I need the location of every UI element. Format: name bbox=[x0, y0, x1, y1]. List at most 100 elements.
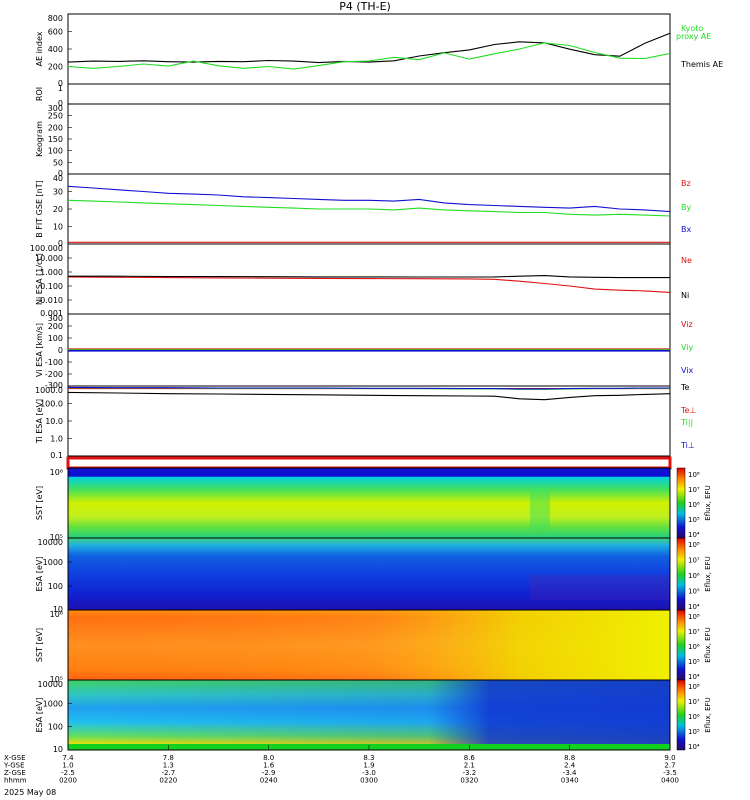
ytick-label-density: 0.010 bbox=[40, 296, 63, 305]
ytick-label-temperature: 0.1 bbox=[50, 451, 63, 460]
ytick-label-keogram: 0 bbox=[58, 169, 63, 178]
orbit-value: -3.2 bbox=[462, 769, 476, 777]
orbit-value: 0220 bbox=[159, 777, 177, 785]
esa-ion-spectrogram bbox=[67, 679, 671, 751]
legend-bfield-Bx: Bx bbox=[681, 225, 691, 234]
orbit-value: -2.9 bbox=[262, 769, 276, 777]
ytick-label-density: 0.001 bbox=[40, 309, 63, 318]
orbit-value: 0200 bbox=[59, 777, 77, 785]
ytick-label-temperature: 10.0 bbox=[45, 417, 63, 426]
ytick-label-bfield: 10 bbox=[53, 223, 63, 232]
series-line-temperature-Ti_ bbox=[67, 386, 670, 390]
orbit-value: 1.3 bbox=[163, 762, 174, 770]
colorbar-tick-esa_electron: 10⁴ bbox=[688, 603, 700, 611]
series-line-density-Ni bbox=[68, 275, 670, 279]
colorbar-tick-sst_electron: 10⁵ bbox=[688, 516, 700, 524]
sst-ion-spectrogram bbox=[67, 609, 671, 681]
orbit-value: 8.6 bbox=[464, 754, 476, 762]
orbit-row-label: X-GSE bbox=[4, 754, 26, 762]
legend-kyoto: Kyoto bbox=[681, 24, 703, 33]
legend-temperature-2: Ti|| bbox=[680, 418, 693, 427]
legend-velocity-Viy: Viy bbox=[681, 343, 694, 352]
colorbar-tick-sst_ion: 10⁴ bbox=[688, 673, 700, 681]
orbit-value: -3.4 bbox=[563, 769, 577, 777]
colorbar-tick-sst_ion: 10⁶ bbox=[688, 643, 700, 651]
legend-proxy-ae: proxy AE bbox=[676, 32, 711, 41]
orbit-value: 0400 bbox=[661, 777, 679, 785]
ytick-label-keogram: 100 bbox=[48, 147, 63, 156]
colorbar-label-esa_electron: Eflux, EFU bbox=[704, 556, 712, 591]
ytick-label-temperature: 100.0 bbox=[40, 400, 63, 409]
ytick-label-esa_electron: 100 bbox=[48, 582, 63, 591]
keogram-panel-frame bbox=[67, 103, 671, 175]
colorbar-label-sst_electron: Eflux, EFU bbox=[704, 485, 712, 520]
orbit-value: 0240 bbox=[260, 777, 278, 785]
colorbar-tick-esa_electron: 10⁸ bbox=[688, 541, 700, 549]
ytick-label-bfield: 40 bbox=[53, 174, 63, 183]
ytick-label-bfield: 20 bbox=[53, 205, 63, 214]
ytick-label-esa_electron: 10000 bbox=[38, 538, 63, 547]
ytick-label-density: 10.000 bbox=[35, 254, 63, 263]
colorbar-tick-sst_ion: 10⁵ bbox=[688, 658, 700, 666]
legend-density-Ne: Ne bbox=[681, 256, 692, 265]
orbit-value: 2.4 bbox=[564, 762, 576, 770]
sst-electron-spectrogram bbox=[67, 467, 671, 539]
series-line-temperature-Te bbox=[67, 391, 671, 401]
ytick-label-velocity: 100 bbox=[48, 334, 63, 343]
ytick-label-esa_ion: 10000 bbox=[38, 680, 63, 689]
ytick-label-esa_ion: 10 bbox=[53, 745, 63, 754]
colorbar-label-esa_ion: Eflux, EFU bbox=[704, 697, 712, 732]
legend-temperature-1: Te⊥ bbox=[680, 406, 696, 415]
colorbar-tick-sst_electron: 10⁸ bbox=[688, 471, 700, 479]
colorbar-2 bbox=[676, 537, 686, 611]
orbit-value: 8.8 bbox=[564, 754, 575, 762]
legend-bfield-Bz: Bz bbox=[681, 179, 691, 188]
ae-panel-frame bbox=[67, 13, 671, 85]
ytick-label-ae: 0 bbox=[58, 79, 63, 88]
legend-bfield-By: By bbox=[681, 203, 691, 212]
colorbar-4 bbox=[676, 679, 686, 751]
orbit-value: -2.7 bbox=[161, 769, 175, 777]
legend-density-Ni: Ni bbox=[681, 291, 689, 300]
colorbar-tick-sst_electron: 10⁷ bbox=[688, 486, 700, 494]
ytick-label-velocity: -300 bbox=[45, 381, 63, 390]
colorbar-tick-esa_ion: 10⁸ bbox=[688, 683, 700, 691]
ytick-label-velocity: 200 bbox=[48, 322, 63, 331]
colorbar-1 bbox=[676, 467, 686, 539]
ylabel-temperature: Ti ESA [eV] bbox=[35, 399, 44, 444]
date-label: 2025 May 08 bbox=[4, 788, 56, 797]
orbit-value: 2.1 bbox=[464, 762, 475, 770]
orbit-value: -3.5 bbox=[663, 769, 677, 777]
ytick-label-ae: 200 bbox=[48, 63, 63, 72]
esa-electron-spectrogram bbox=[67, 537, 671, 611]
ytick-label-velocity: 0 bbox=[58, 346, 63, 355]
colorbar-3 bbox=[676, 609, 686, 681]
legend-velocity-Viz: Viz bbox=[681, 320, 693, 329]
ylabel-keogram: Keogram bbox=[35, 121, 44, 157]
legend-velocity-Vix: Vix bbox=[681, 366, 694, 375]
colorbar-tick-esa_ion: 10⁷ bbox=[688, 698, 700, 706]
ytick-label-density: 100.000 bbox=[30, 244, 63, 253]
ytick-label-temperature: 1000.0 bbox=[35, 386, 63, 395]
ytick-label-keogram: 50 bbox=[53, 158, 63, 167]
legend-temperature-0: Te bbox=[680, 383, 690, 392]
ytick-label-roi: 0 bbox=[58, 99, 63, 108]
colorbar-label-sst_ion: Eflux, EFU bbox=[704, 627, 712, 662]
ytick-label-velocity: 300 bbox=[48, 314, 63, 323]
ylabel-ae: AE index bbox=[35, 31, 44, 66]
orbit-value: -2.5 bbox=[61, 769, 75, 777]
legend-temperature-3: Ti⊥ bbox=[680, 441, 695, 450]
ytick-label-density: 1.000 bbox=[40, 268, 63, 277]
ytick-label-roi: 1 bbox=[58, 84, 63, 93]
orbit-value: 7.4 bbox=[62, 754, 74, 762]
ytick-label-esa_ion: 1000 bbox=[43, 699, 63, 708]
colorbar-tick-sst_electron: 10⁴ bbox=[688, 531, 700, 539]
ytick-label-density: 0.100 bbox=[40, 282, 63, 291]
ytick-label-bfield: 0 bbox=[58, 239, 63, 248]
ytick-label-esa_ion: 100 bbox=[48, 723, 63, 732]
mode-bar bbox=[66, 456, 672, 470]
ytick-label-temperature: 1.0 bbox=[50, 435, 63, 444]
ytick-label-keogram: 150 bbox=[48, 135, 63, 144]
orbit-value: -3.0 bbox=[362, 769, 376, 777]
